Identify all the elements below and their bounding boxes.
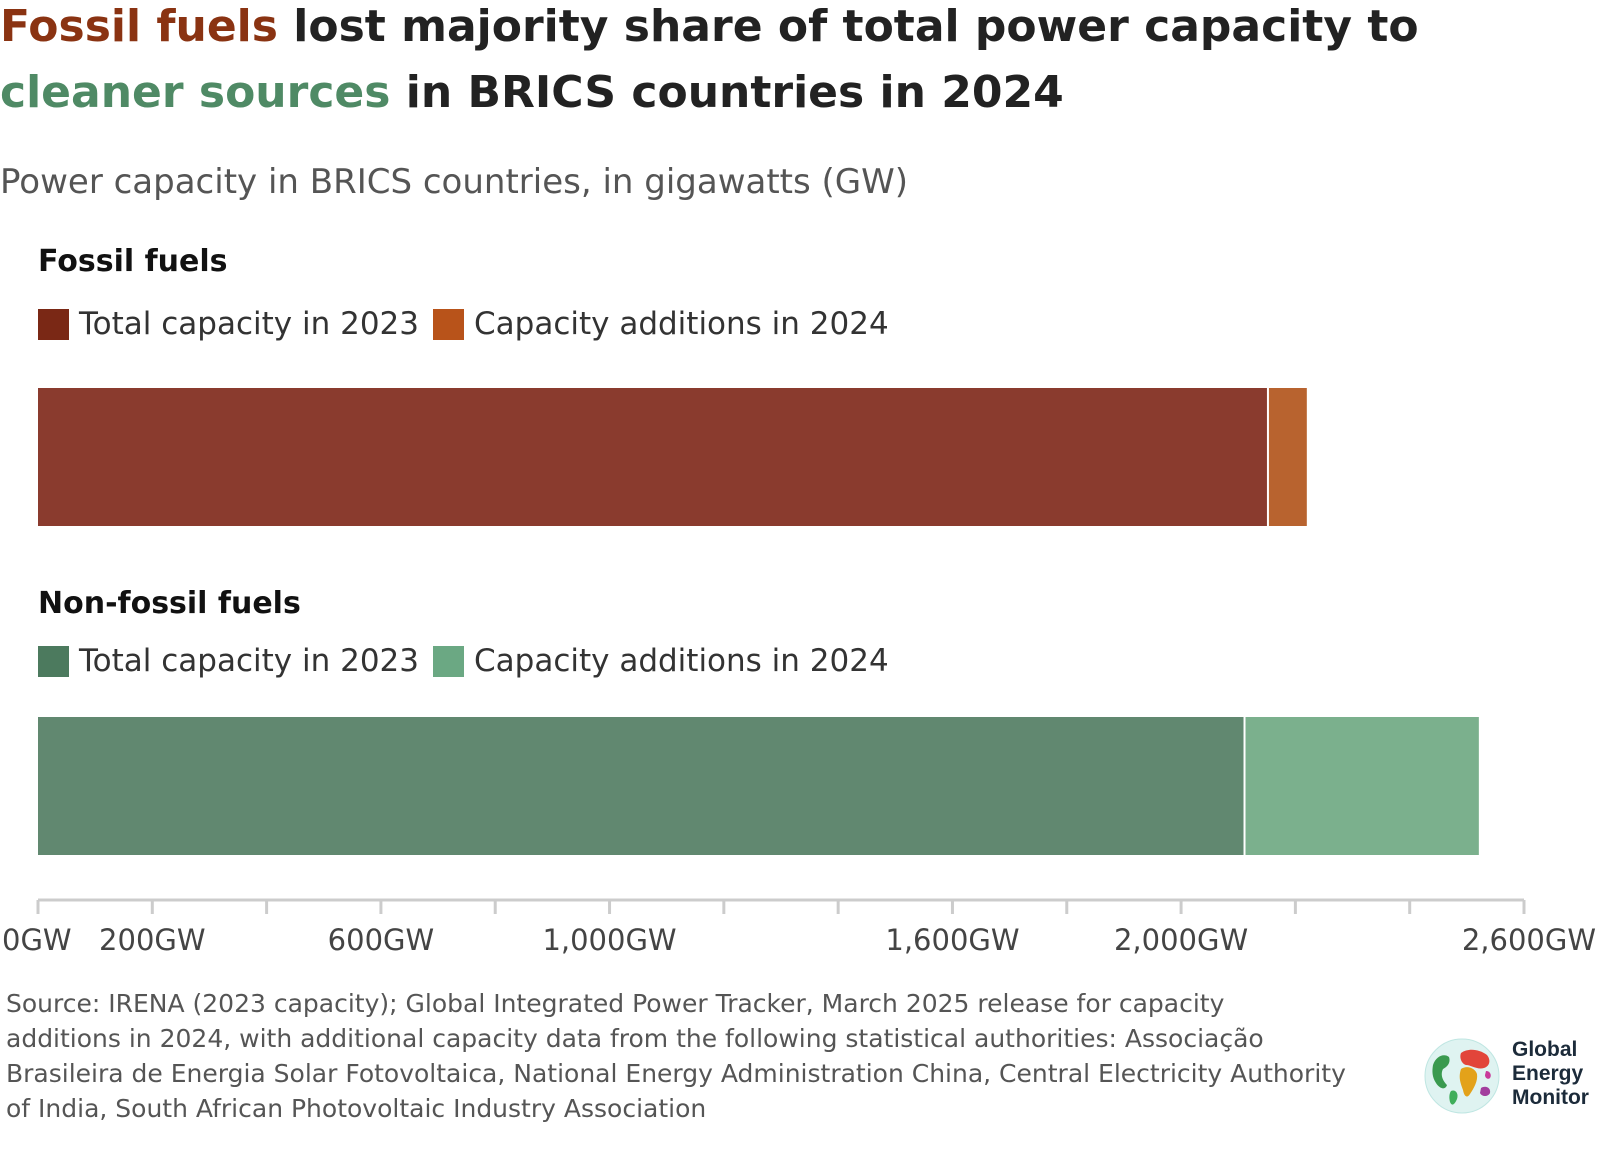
fossil-section-heading: Fossil fuels [38,244,228,279]
x-tick-label-1600: 1,600GW [885,923,1019,957]
legend-item-fossil-additions: Capacity additions in 2024 [433,306,889,342]
bar-fossil-total-2023 [38,388,1268,526]
legend-item-fossil-total: Total capacity in 2023 [38,306,419,342]
x-tick-label-2600: 2,600GW [1462,923,1596,957]
legend-swatch-fossil-additions [433,308,464,340]
legend-item-nonfossil-total: Total capacity in 2023 [38,643,419,679]
nonfossil-legend: Total capacity in 2023 Capacity addition… [38,643,903,679]
x-tick-label-1000: 1,000GW [542,923,676,957]
chart-title: Fossil fuels lost majority share of tota… [0,0,1500,126]
fossil-legend: Total capacity in 2023 Capacity addition… [38,306,903,342]
x-tick-label-200: 200GW [99,923,206,957]
x-tick-label-600: 600GW [328,923,435,957]
x-tick-label-0: 0GW [2,923,72,957]
globe-logo-icon [1424,1038,1500,1114]
bar-nonfossil-total-2023 [38,717,1245,855]
nonfossil-section-heading: Non-fossil fuels [38,586,301,621]
logo-text-line-3: Monitor [1512,1086,1589,1109]
global-energy-monitor-logo: Global Energy Monitor [1424,1038,1600,1116]
logo-text-line-2: Energy [1512,1062,1584,1085]
title-highlight-clean: cleaner sources [0,67,391,118]
legend-label-nonfossil-additions: Capacity additions in 2024 [474,643,889,679]
bar-fossil-additions-2024 [1267,388,1307,526]
chart-subtitle: Power capacity in BRICS countries, in gi… [0,162,909,202]
title-text-1: lost majority share of total power capac… [277,1,1419,52]
legend-label-nonfossil-total: Total capacity in 2023 [79,643,419,679]
title-highlight-fossil: Fossil fuels [0,1,278,52]
source-note: Source: IRENA (2023 capacity); Global In… [6,989,1346,1123]
x-tick-label-2000: 2,000GW [1114,923,1248,957]
legend-swatch-fossil-total [38,308,69,340]
legend-swatch-nonfossil-additions [433,645,464,677]
legend-item-nonfossil-additions: Capacity additions in 2024 [433,643,889,679]
legend-swatch-nonfossil-total [38,645,69,677]
logo-text-line-1: Global [1512,1038,1578,1061]
legend-label-fossil-additions: Capacity additions in 2024 [474,306,889,342]
title-text-2: in BRICS countries in 2024 [390,67,1064,118]
legend-label-fossil-total: Total capacity in 2023 [79,306,419,342]
bar-nonfossil-additions-2024 [1244,717,1479,855]
logo-wordmark: Global Energy Monitor [1512,1038,1589,1110]
